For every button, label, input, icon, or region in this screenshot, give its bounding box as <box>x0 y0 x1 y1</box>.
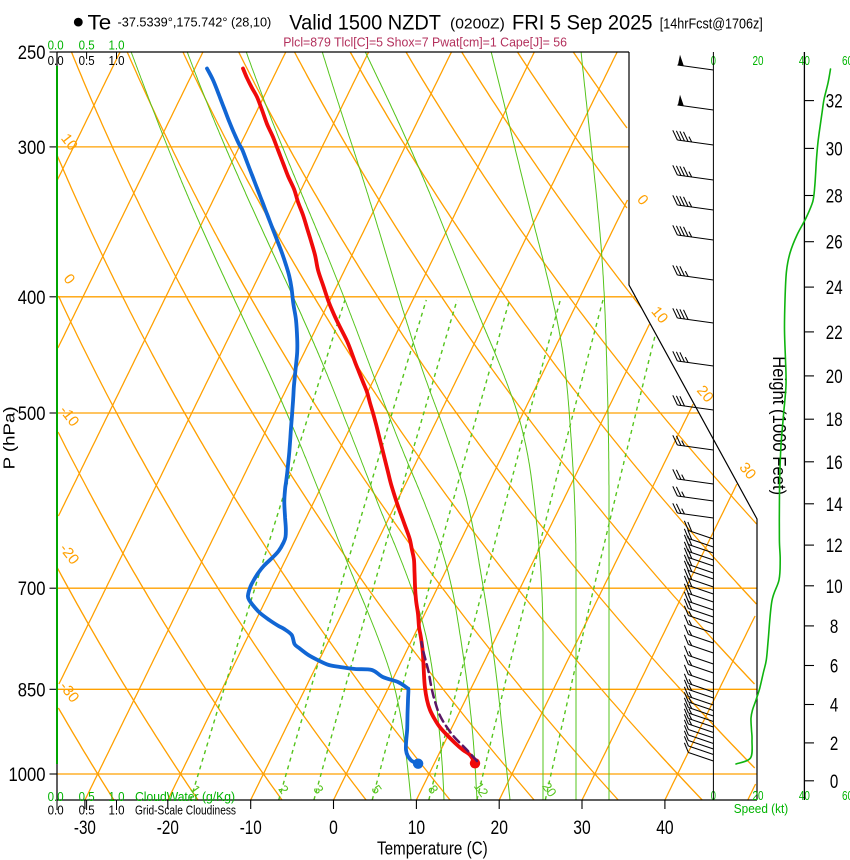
svg-text:0.0: 0.0 <box>48 789 64 804</box>
svg-text:1.0: 1.0 <box>109 38 125 53</box>
svg-text:P (hPa): P (hPa) <box>1 406 18 469</box>
svg-text:Grid-Scale Cloudiness: Grid-Scale Cloudiness <box>135 803 236 818</box>
svg-text:32: 32 <box>826 91 843 113</box>
svg-text:300: 300 <box>18 137 46 159</box>
svg-text:30: 30 <box>573 817 591 839</box>
svg-text:40: 40 <box>656 817 674 839</box>
svg-text:0.5: 0.5 <box>79 38 95 53</box>
svg-text:-20: -20 <box>157 817 179 839</box>
svg-text:Speed (kt): Speed (kt) <box>734 802 788 816</box>
svg-text:20: 20 <box>826 366 843 388</box>
svg-text:6: 6 <box>830 656 838 678</box>
svg-text:700: 700 <box>18 578 46 600</box>
svg-text:16: 16 <box>826 452 843 474</box>
svg-text:Plcl=879 Tlcl[C]=5 Shox=7 Pwat: Plcl=879 Tlcl[C]=5 Shox=7 Pwat[cm]=1 Cap… <box>283 35 567 50</box>
svg-text:FRI 5 Sep 2025: FRI 5 Sep 2025 <box>512 10 653 34</box>
svg-text:CloudWater (g/Kg): CloudWater (g/Kg) <box>135 789 235 804</box>
svg-text:Temperature (C): Temperature (C) <box>377 838 488 858</box>
svg-text:500: 500 <box>18 403 46 425</box>
svg-text:-37.5339°,175.742° (28,10): -37.5339°,175.742° (28,10) <box>118 14 272 29</box>
svg-text:0: 0 <box>329 817 338 839</box>
svg-text:400: 400 <box>18 287 46 309</box>
svg-text:-10: -10 <box>240 817 262 839</box>
svg-text:10: 10 <box>826 576 843 598</box>
svg-text:20: 20 <box>753 54 764 68</box>
svg-text:Valid 1500 NZDT: Valid 1500 NZDT <box>289 10 441 34</box>
svg-text:20: 20 <box>491 817 509 839</box>
svg-text:850: 850 <box>18 679 46 701</box>
svg-text:30: 30 <box>826 138 843 160</box>
svg-text:0.0: 0.0 <box>48 38 64 53</box>
svg-text:[14hrFcst@1706z]: [14hrFcst@1706z] <box>660 16 763 33</box>
svg-text:2: 2 <box>830 733 838 755</box>
svg-text:Te: Te <box>88 10 112 34</box>
svg-text:24: 24 <box>826 277 843 299</box>
svg-text:1000: 1000 <box>9 764 46 786</box>
svg-text:1.0: 1.0 <box>109 53 125 68</box>
svg-text:1.0: 1.0 <box>109 789 125 804</box>
svg-text:22: 22 <box>826 322 843 344</box>
svg-text:(0200Z): (0200Z) <box>450 16 505 33</box>
svg-text:0.5: 0.5 <box>79 789 95 804</box>
svg-text:60: 60 <box>842 54 850 68</box>
svg-text:0: 0 <box>830 771 839 793</box>
svg-text:14: 14 <box>826 494 843 516</box>
svg-text:28: 28 <box>826 186 843 208</box>
svg-text:0.0: 0.0 <box>48 53 64 68</box>
svg-text:0.0: 0.0 <box>48 803 64 818</box>
svg-text:18: 18 <box>826 409 843 431</box>
svg-text:250: 250 <box>18 42 46 64</box>
svg-text:12: 12 <box>826 535 843 557</box>
svg-text:10: 10 <box>57 130 81 154</box>
svg-text:4: 4 <box>830 695 839 717</box>
svg-text:0.5: 0.5 <box>79 53 95 68</box>
svg-text:20: 20 <box>539 779 560 799</box>
svg-text:60: 60 <box>842 789 850 803</box>
svg-text:10: 10 <box>408 817 426 839</box>
svg-text:26: 26 <box>826 232 843 254</box>
svg-text:8: 8 <box>830 616 838 638</box>
svg-text:12: 12 <box>471 779 492 799</box>
svg-text:-30: -30 <box>74 817 96 839</box>
svg-text:20: 20 <box>753 789 764 803</box>
